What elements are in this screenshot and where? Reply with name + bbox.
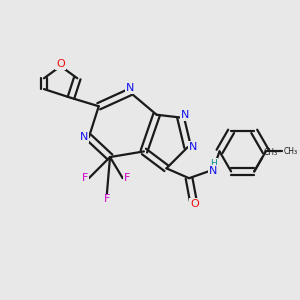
Text: N: N bbox=[181, 110, 189, 120]
Text: O: O bbox=[56, 59, 65, 69]
Text: CH₃: CH₃ bbox=[263, 148, 278, 157]
Text: N: N bbox=[126, 83, 134, 94]
Text: O: O bbox=[190, 199, 199, 209]
Text: N: N bbox=[209, 166, 217, 176]
Text: CH₃: CH₃ bbox=[284, 147, 298, 156]
Text: N: N bbox=[80, 132, 88, 142]
Text: H: H bbox=[210, 159, 217, 168]
Text: F: F bbox=[81, 173, 88, 183]
Text: N: N bbox=[189, 142, 197, 152]
Text: F: F bbox=[124, 173, 130, 183]
Text: F: F bbox=[103, 194, 110, 204]
